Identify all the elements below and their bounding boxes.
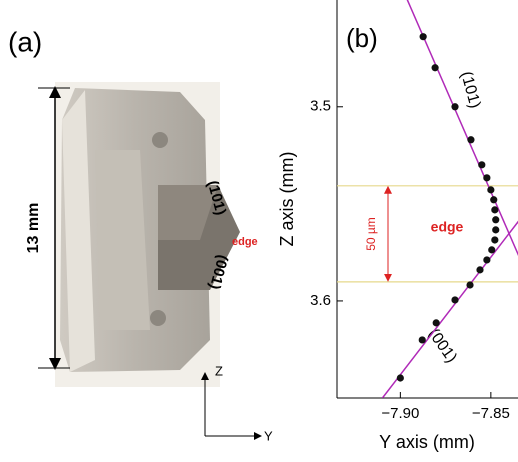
- data-point: [432, 64, 439, 71]
- panel-label: (a): [8, 26, 42, 57]
- data-point: [467, 136, 474, 143]
- x-axis-title: Y axis (mm): [379, 432, 475, 452]
- face-label: (101): [457, 70, 483, 110]
- data-point: [483, 256, 490, 263]
- data-point: [492, 226, 499, 233]
- width-label: 50 µm: [364, 217, 378, 251]
- x-tick-label: −7.90: [381, 405, 419, 422]
- scale-label: 13 mm: [25, 203, 42, 254]
- data-point: [420, 33, 427, 40]
- data-point: [492, 216, 499, 223]
- data-point: [451, 103, 458, 110]
- plot-area: [337, 0, 518, 398]
- data-point: [491, 236, 498, 243]
- data-point: [487, 186, 494, 193]
- panel-label: (b): [346, 23, 378, 53]
- edge-label: edge: [431, 219, 464, 235]
- data-point: [397, 374, 404, 381]
- page: (a) 13 mm (101) (001) edge Z Y (b) Y axi…: [0, 0, 518, 457]
- y-tick-label: 3.5: [310, 98, 331, 115]
- data-point: [476, 266, 483, 273]
- data-point: [483, 174, 490, 181]
- photo: [55, 82, 240, 387]
- y-tick-label: 3.6: [310, 292, 331, 309]
- data-point: [433, 319, 440, 326]
- data-point: [466, 281, 473, 288]
- axis-letter: Z: [215, 363, 223, 378]
- data-point: [451, 296, 458, 303]
- x-tick-label: −7.85: [472, 405, 510, 422]
- fit-line: [382, 220, 518, 398]
- data-point: [491, 206, 498, 213]
- data-point: [490, 196, 497, 203]
- data-point: [478, 161, 485, 168]
- edge-label: edge: [232, 236, 258, 248]
- figure: (a) 13 mm (101) (001) edge Z Y (b) Y axi…: [0, 0, 518, 457]
- data-point: [488, 246, 495, 253]
- data-point: [419, 336, 426, 343]
- axis-letter: Y: [264, 428, 273, 443]
- face-label: (001): [425, 326, 460, 366]
- y-axis-title: Z axis (mm): [277, 152, 297, 247]
